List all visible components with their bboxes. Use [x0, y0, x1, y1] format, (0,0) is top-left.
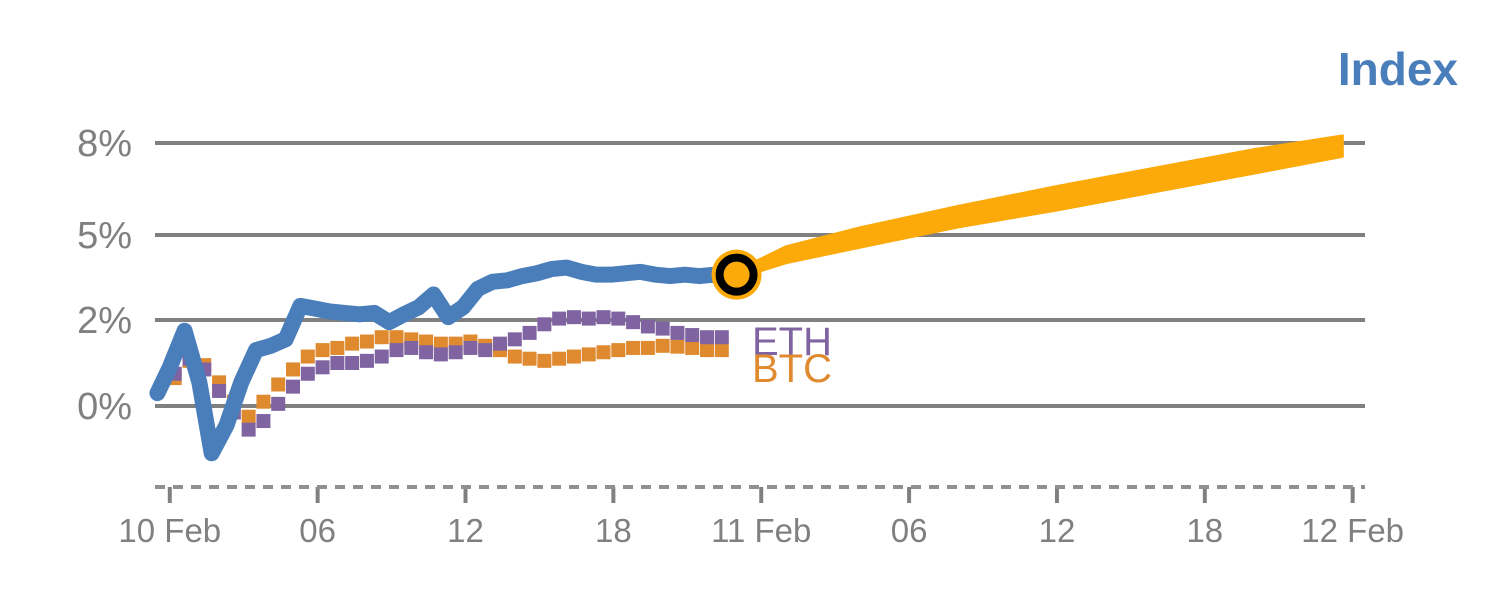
- datapoint-eth: [241, 422, 256, 437]
- ytick-label-8%: 8%: [77, 123, 132, 165]
- datapoint-btc: [685, 340, 700, 355]
- datapoint-eth: [537, 317, 552, 332]
- datapoint-eth: [433, 347, 448, 362]
- datapoint-eth: [419, 345, 434, 360]
- datapoint-eth: [478, 343, 493, 358]
- index-line-path: [149, 259, 745, 462]
- datapoint-eth: [700, 330, 715, 345]
- datapoint-btc: [626, 340, 641, 355]
- ytick-label-5%: 5%: [77, 215, 132, 257]
- datapoint-btc: [596, 345, 611, 360]
- datapoint-eth: [685, 328, 700, 343]
- datapoint-eth: [507, 332, 522, 347]
- datapoint-eth: [463, 340, 478, 355]
- forecast-band-area: [735, 134, 1344, 280]
- forecast-band: [735, 134, 1344, 280]
- ytick-labels-group: 0% 2% 5% 8%: [77, 123, 132, 428]
- datapoint-eth: [493, 336, 508, 351]
- datapoint-btc: [700, 343, 715, 358]
- datapoint-eth: [359, 353, 374, 368]
- datapoint-btc: [552, 351, 567, 366]
- ytick-label-2%: 2%: [77, 300, 132, 342]
- datapoint-eth: [389, 343, 404, 358]
- datapoint-btc: [611, 343, 626, 358]
- datapoint-eth: [611, 311, 626, 326]
- datapoint-btc: [359, 334, 374, 349]
- xtick-labels-group: 10 Feb 06 12 18 11 Feb 06 12 18 12 Feb: [118, 512, 1404, 549]
- datapoint-btc: [640, 340, 655, 355]
- datapoint-eth: [640, 319, 655, 334]
- xtick-label-0: 10 Feb: [118, 512, 221, 549]
- datapoint-btc: [522, 351, 537, 366]
- ytick-label-0%: 0%: [77, 386, 132, 428]
- datapoint-eth: [271, 396, 286, 411]
- datapoint-eth: [581, 311, 596, 326]
- xtick-label-5: 06: [891, 512, 928, 549]
- datapoint-btc: [419, 334, 434, 349]
- datapoint-eth: [714, 330, 729, 345]
- datapoint-eth: [300, 366, 315, 381]
- marker-ring-icon[interactable]: [715, 253, 758, 296]
- datapoint-eth: [670, 325, 685, 340]
- datapoint-btc: [345, 336, 360, 351]
- xtick-label-1: 06: [299, 512, 336, 549]
- datapoint-eth: [286, 379, 301, 394]
- datapoint-eth: [596, 310, 611, 325]
- series-label-btc: BTC: [752, 347, 832, 391]
- datapoint-eth: [374, 349, 389, 364]
- xtick-label-2: 12: [447, 512, 484, 549]
- chart-title: Index: [1338, 43, 1459, 95]
- datapoint-eth: [256, 414, 271, 429]
- datapoint-eth: [345, 356, 360, 370]
- datapoint-eth: [552, 311, 567, 326]
- datapoint-eth: [655, 321, 670, 336]
- series-index-line: [149, 259, 745, 462]
- series-label-eth: ETH: [752, 320, 832, 364]
- datapoint-eth: [522, 325, 537, 340]
- datapoint-btc: [300, 349, 315, 364]
- datapoint-btc: [241, 409, 256, 424]
- xtick-label-3: 18: [595, 512, 632, 549]
- datapoint-btc: [537, 353, 552, 368]
- axis-ticks-group: [167, 487, 1355, 503]
- datapoint-eth: [404, 340, 419, 355]
- datapoint-eth: [448, 345, 463, 360]
- datapoint-btc: [507, 349, 522, 364]
- datapoint-btc: [271, 377, 286, 392]
- datapoint-eth: [330, 356, 345, 370]
- datapoint-btc: [433, 336, 448, 351]
- datapoint-btc: [581, 347, 596, 362]
- datapoint-btc: [315, 343, 330, 358]
- xtick-label-7: 18: [1186, 512, 1223, 549]
- datapoint-eth: [315, 360, 330, 375]
- datapoint-btc: [286, 362, 301, 377]
- datapoint-btc: [389, 330, 404, 345]
- current-value-marker[interactable]: [711, 249, 762, 300]
- datapoint-btc: [330, 340, 345, 355]
- datapoint-btc: [714, 343, 729, 358]
- xtick-label-8: 12 Feb: [1301, 512, 1404, 549]
- xtick-label-6: 12: [1039, 512, 1076, 549]
- datapoint-btc: [374, 330, 389, 345]
- datapoint-btc: [670, 339, 685, 354]
- datapoint-eth: [626, 315, 641, 330]
- datapoint-btc: [655, 338, 670, 353]
- series-eth-dotted-line: [167, 310, 729, 437]
- datapoint-eth: [212, 383, 227, 398]
- datapoint-eth: [566, 310, 581, 325]
- datapoint-btc: [566, 349, 581, 364]
- xtick-label-4: 11 Feb: [711, 512, 811, 549]
- datapoint-btc: [256, 394, 271, 409]
